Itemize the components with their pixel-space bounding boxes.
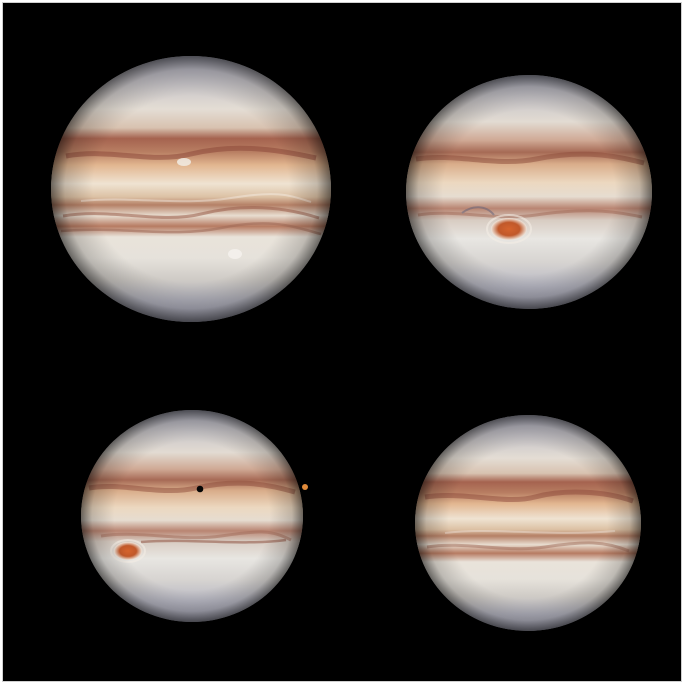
planet-disc [406,75,652,309]
jupiter-top-right [406,75,652,309]
planet-disc [81,410,303,622]
jupiter-bottom-right [415,415,641,631]
planet-disc [415,415,641,631]
jupiter-top-left [51,56,331,322]
jupiter-bottom-left [81,410,303,622]
galilean-moon [302,484,308,490]
planet-disc [51,56,331,322]
